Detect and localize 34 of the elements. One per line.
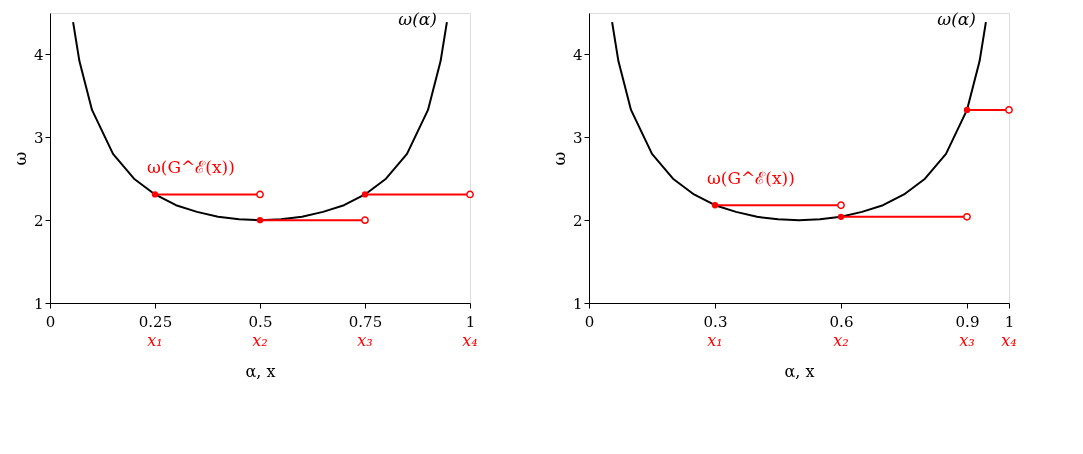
x-tick-label: 0.5 xyxy=(248,312,273,331)
series-label: ω(G^ℰ(x)) xyxy=(707,168,795,189)
x-tick-label: 0.6 xyxy=(829,312,854,331)
x-tick-label: 0.9 xyxy=(955,312,980,331)
y-tick-label: 3 xyxy=(33,128,44,147)
x-axis-title: α, x xyxy=(784,361,815,381)
x-tick-label: 0.25 xyxy=(138,312,173,331)
text: x₂ xyxy=(252,331,268,350)
series-label: ω(α) xyxy=(398,9,437,30)
text: x₁ xyxy=(147,331,163,350)
y-tick-label: 1 xyxy=(572,294,583,313)
text: x₁ xyxy=(707,331,723,350)
y-axis-title: ω xyxy=(9,151,30,166)
x-tick-label: 0 xyxy=(45,312,56,331)
y-tick-label: 2 xyxy=(572,211,583,230)
series-label: ω(α) xyxy=(937,9,976,30)
x-axis-title: α, x xyxy=(245,361,276,381)
text: x₄ xyxy=(1001,331,1017,350)
y-tick-label: 4 xyxy=(33,45,44,64)
y-tick-label: 4 xyxy=(572,45,583,64)
text: x₄ xyxy=(462,331,478,350)
text: x₂ xyxy=(833,331,849,350)
text: x₃ xyxy=(959,331,975,350)
y-tick-label: 1 xyxy=(33,294,44,313)
x-tick-label: 0 xyxy=(584,312,595,331)
x-tick-label: 1 xyxy=(1004,312,1015,331)
y-tick-label: 2 xyxy=(33,211,44,230)
y-axis-title: ω xyxy=(548,151,569,166)
y-tick-label: 3 xyxy=(572,128,583,147)
text: x₃ xyxy=(357,331,373,350)
series-label: ω(G^ℰ(x)) xyxy=(147,157,235,178)
x-tick-label: 1 xyxy=(465,312,476,331)
x-tick-label: 0.3 xyxy=(703,312,728,331)
x-tick-label: 0.75 xyxy=(348,312,383,331)
